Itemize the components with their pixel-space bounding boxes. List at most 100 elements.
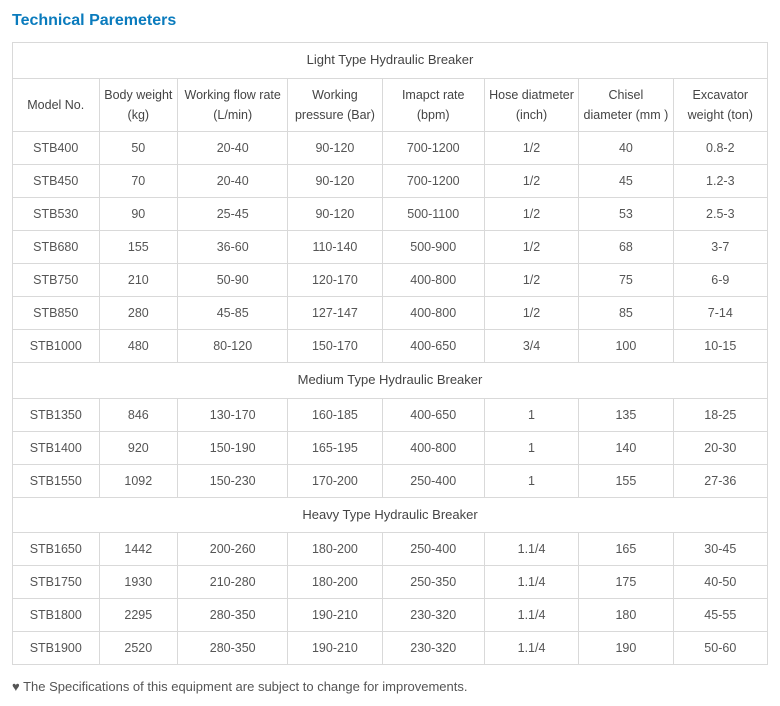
table-cell: 175 (579, 566, 673, 599)
table-cell: 20-30 (673, 431, 767, 464)
table-cell: 230-320 (382, 599, 484, 632)
table-row: STB1400920150-190165-195400-800114020-30 (13, 431, 768, 464)
table-cell: STB1400 (13, 431, 100, 464)
table-cell: 480 (99, 329, 178, 362)
table-cell: 120-170 (288, 263, 382, 296)
table-cell: 1 (484, 398, 578, 431)
table-row: STB68015536-60110-140500-9001/2683-7 (13, 230, 768, 263)
table-cell: 2295 (99, 599, 178, 632)
table-cell: STB400 (13, 131, 100, 164)
table-cell: 165-195 (288, 431, 382, 464)
table-cell: 280-350 (178, 632, 288, 665)
table-cell: 400-650 (382, 398, 484, 431)
table-row: STB5309025-4590-120500-11001/2532.5-3 (13, 197, 768, 230)
table-cell: STB1550 (13, 464, 100, 497)
table-cell: 400-800 (382, 296, 484, 329)
table-cell: STB1800 (13, 599, 100, 632)
table-cell: 160-185 (288, 398, 382, 431)
table-row: STB17501930210-280180-200250-3501.1/4175… (13, 566, 768, 599)
page-title: Technical Paremeters (12, 12, 768, 30)
table-cell: 25-45 (178, 197, 288, 230)
section-header: Light Type Hydraulic Breaker (13, 43, 768, 79)
table-cell: 75 (579, 263, 673, 296)
table-cell: 3-7 (673, 230, 767, 263)
table-cell: 7-14 (673, 296, 767, 329)
table-cell: 1/2 (484, 197, 578, 230)
table-cell: 190 (579, 632, 673, 665)
table-cell: 150-170 (288, 329, 382, 362)
table-cell: 1/2 (484, 164, 578, 197)
table-cell: 1.1/4 (484, 533, 578, 566)
table-cell: 1092 (99, 464, 178, 497)
table-cell: 20-40 (178, 164, 288, 197)
table-cell: 180 (579, 599, 673, 632)
footnote: ♥ The Specifications of this equipment a… (12, 679, 768, 694)
table-cell: 20-40 (178, 131, 288, 164)
table-cell: 1/2 (484, 230, 578, 263)
table-row: STB4005020-4090-120700-12001/2400.8-2 (13, 131, 768, 164)
table-cell: 700-1200 (382, 131, 484, 164)
table-row: STB4507020-4090-120700-12001/2451.2-3 (13, 164, 768, 197)
table-cell: STB450 (13, 164, 100, 197)
table-row: STB16501442200-260180-200250-4001.1/4165… (13, 533, 768, 566)
table-cell: 1.2-3 (673, 164, 767, 197)
table-cell: 50-60 (673, 632, 767, 665)
table-cell: 18-25 (673, 398, 767, 431)
table-cell: 40-50 (673, 566, 767, 599)
table-cell: 2.5-3 (673, 197, 767, 230)
table-cell: STB1350 (13, 398, 100, 431)
section-header: Heavy Type Hydraulic Breaker (13, 497, 768, 533)
table-cell: 250-400 (382, 464, 484, 497)
table-cell: 135 (579, 398, 673, 431)
table-cell: 90-120 (288, 131, 382, 164)
column-header: Working flow rate (L/min) (178, 78, 288, 131)
column-header: Model No. (13, 78, 100, 131)
table-cell: 90 (99, 197, 178, 230)
table-row: STB19002520280-350190-210230-3201.1/4190… (13, 632, 768, 665)
table-cell: 2520 (99, 632, 178, 665)
section-header: Medium Type Hydraulic Breaker (13, 362, 768, 398)
column-header: Imapct rate (bpm) (382, 78, 484, 131)
table-cell: STB750 (13, 263, 100, 296)
column-header: Hose diatmeter (inch) (484, 78, 578, 131)
table-cell: 36-60 (178, 230, 288, 263)
table-cell: STB680 (13, 230, 100, 263)
table-cell: 50-90 (178, 263, 288, 296)
table-cell: 210-280 (178, 566, 288, 599)
table-cell: 6-9 (673, 263, 767, 296)
table-cell: 1 (484, 431, 578, 464)
column-header: Excavator weight (ton) (673, 78, 767, 131)
table-cell: 30-45 (673, 533, 767, 566)
table-cell: 500-1100 (382, 197, 484, 230)
table-cell: 280-350 (178, 599, 288, 632)
table-cell: 1/2 (484, 296, 578, 329)
table-cell: STB850 (13, 296, 100, 329)
table-cell: 70 (99, 164, 178, 197)
table-cell: 1 (484, 464, 578, 497)
table-cell: 27-36 (673, 464, 767, 497)
table-cell: 1930 (99, 566, 178, 599)
table-cell: 150-230 (178, 464, 288, 497)
table-cell: STB1900 (13, 632, 100, 665)
table-cell: 1.1/4 (484, 632, 578, 665)
table-row: STB1350846130-170160-185400-650113518-25 (13, 398, 768, 431)
table-cell: 130-170 (178, 398, 288, 431)
column-header: Body weight (kg) (99, 78, 178, 131)
table-cell: 155 (579, 464, 673, 497)
table-cell: 1.1/4 (484, 566, 578, 599)
table-cell: 250-400 (382, 533, 484, 566)
table-cell: STB530 (13, 197, 100, 230)
table-cell: 700-1200 (382, 164, 484, 197)
parameters-table: Light Type Hydraulic BreakerModel No.Bod… (12, 42, 768, 665)
table-cell: 200-260 (178, 533, 288, 566)
table-cell: 400-650 (382, 329, 484, 362)
table-cell: 10-15 (673, 329, 767, 362)
table-cell: 40 (579, 131, 673, 164)
table-cell: 53 (579, 197, 673, 230)
table-cell: STB1750 (13, 566, 100, 599)
table-cell: 180-200 (288, 533, 382, 566)
table-cell: 127-147 (288, 296, 382, 329)
table-cell: 1442 (99, 533, 178, 566)
table-cell: 45-55 (673, 599, 767, 632)
table-cell: STB1000 (13, 329, 100, 362)
